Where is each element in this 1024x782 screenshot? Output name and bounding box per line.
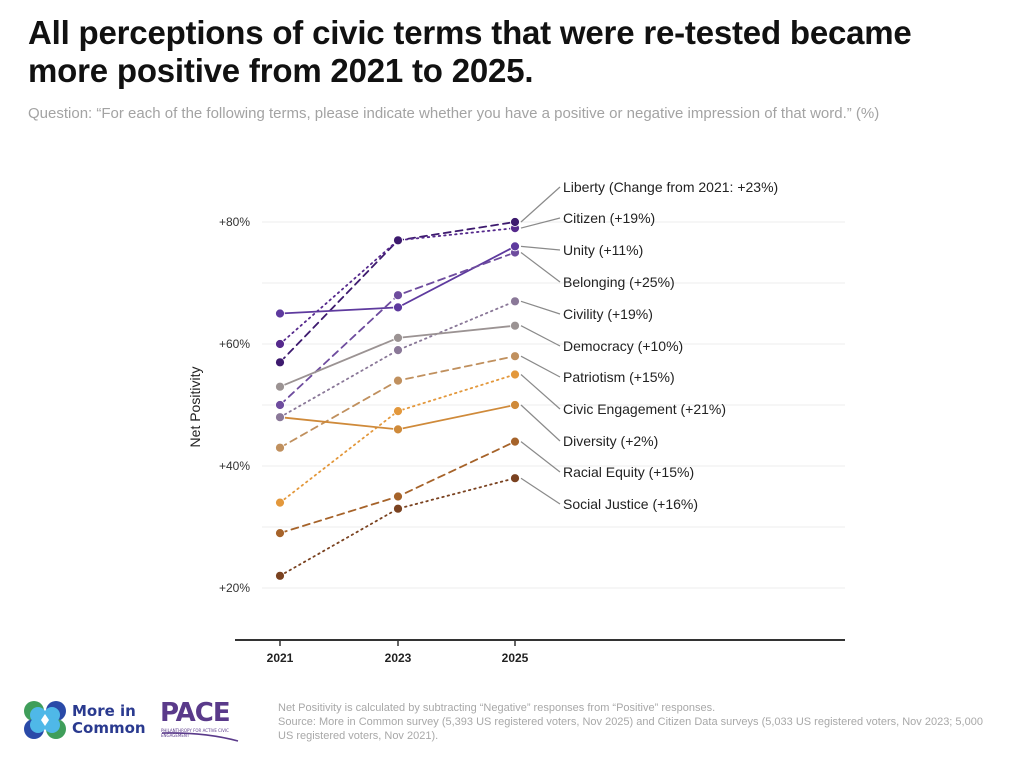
leader-line (520, 355, 561, 378)
data-point (393, 332, 403, 343)
data-point (275, 442, 285, 453)
data-point (275, 381, 285, 392)
gridlines (262, 221, 845, 589)
data-point (275, 528, 285, 538)
data-point (393, 406, 403, 417)
data-point (275, 308, 285, 319)
data-point (393, 302, 403, 313)
data-point (393, 424, 403, 435)
data-point (275, 570, 285, 581)
data-point (275, 357, 285, 368)
series-label: Liberty (Change from 2021: +23%) (563, 179, 778, 195)
leader-line (520, 441, 561, 473)
data-point (275, 339, 285, 349)
series-labels: Liberty (Change from 2021: +23%) Citizen … (563, 179, 778, 512)
data-point (393, 375, 403, 386)
series-label: Belonging (+25%) (563, 274, 675, 290)
leader-line (520, 404, 561, 442)
leader-line (520, 325, 561, 347)
x-tick-label: 2025 (502, 651, 529, 665)
data-point (393, 503, 403, 514)
data-point (510, 436, 520, 447)
leader-line (520, 245, 561, 251)
data-point (275, 400, 285, 410)
y-tick-label: +40% (219, 459, 250, 473)
data-point (510, 217, 520, 227)
x-tick-label: 2023 (385, 651, 412, 665)
data-point (510, 351, 520, 362)
series-line-civic-engagement (279, 373, 516, 504)
chart-title: All perceptions of civic terms that were… (28, 14, 912, 89)
data-point (393, 235, 403, 246)
pace-logo-swoosh (161, 732, 239, 742)
series-label: Racial Equity (+15%) (563, 464, 694, 480)
data-point (510, 369, 520, 380)
data-point (275, 412, 285, 423)
line-chart: +20% +40% +60% +80% Net Positivity 2021 2023… (187, 179, 845, 665)
data-point (510, 296, 520, 307)
series-lines (279, 221, 516, 577)
data-point (510, 320, 520, 331)
data-point (510, 241, 520, 252)
more-in-common-logo-text: More in Common (72, 703, 146, 737)
leader-line (520, 374, 561, 410)
series-line-civility (279, 300, 516, 419)
series-label: Diversity (+2%) (563, 433, 658, 449)
series-label: Patriotism (+15%) (563, 369, 675, 385)
series-label: Social Justice (+16%) (563, 496, 698, 512)
data-point (393, 290, 403, 301)
x-tick-label: 2021 (267, 651, 294, 665)
series-label: Democracy (+10%) (563, 338, 683, 354)
data-point (393, 345, 403, 356)
y-axis-label: Net Positivity (187, 367, 203, 448)
y-axis-ticks: +20% +40% +60% +80% (219, 215, 250, 595)
data-point (393, 491, 403, 502)
y-tick-label: +20% (219, 581, 250, 595)
logo-line-2: Common (72, 719, 146, 737)
label-leader-lines (520, 186, 561, 505)
leader-line (520, 477, 561, 505)
data-point (510, 473, 520, 484)
pace-logo-text: PACE (160, 698, 231, 728)
series-points (275, 217, 520, 581)
pace-logo-tagline: PHILANTHROPY FOR ACTIVE CIVIC ENGAGEMENT (161, 728, 229, 738)
series-label: Citizen (+19%) (563, 210, 655, 226)
leader-line (520, 186, 561, 223)
leader-line (520, 300, 561, 315)
more-in-common-logo-icon (24, 701, 66, 739)
x-axis-ticks: 2021 2023 2025 (267, 640, 529, 665)
series-label: Civility (+19%) (563, 306, 653, 322)
logo-line-1: More in (72, 702, 136, 720)
leader-line (520, 217, 561, 229)
data-point (510, 400, 520, 410)
footnote-source: Source: More in Common survey (5,393 US … (278, 716, 983, 742)
y-tick-label: +80% (219, 215, 250, 229)
series-label: Unity (+11%) (563, 242, 643, 258)
chart-subtitle: Question: “For each of the following ter… (28, 105, 880, 122)
footnote: Net Positivity is calculated by subtract… (278, 701, 998, 743)
leader-line (520, 252, 561, 283)
series-line-social-justice (279, 477, 516, 577)
data-point (275, 497, 285, 508)
footnote-note: Net Positivity is calculated by subtract… (278, 702, 716, 714)
series-label: Civic Engagement (+21%) (563, 401, 726, 417)
y-tick-label: +60% (219, 337, 250, 351)
